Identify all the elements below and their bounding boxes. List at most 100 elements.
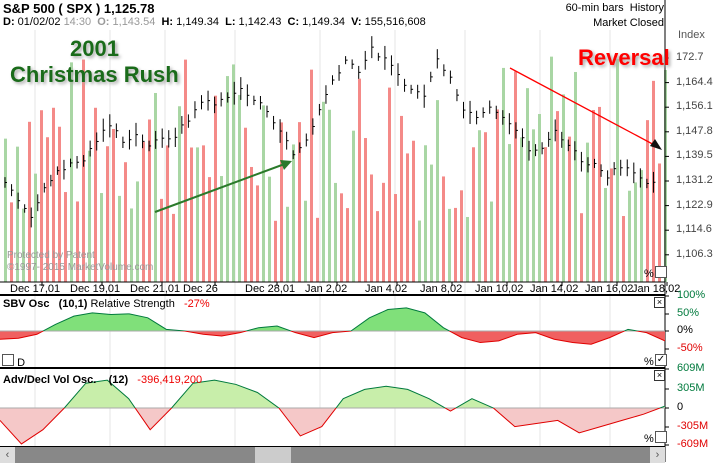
x-tick-label: Jan 2,02 [305,283,348,295]
x-tick-label: Dec 26 [183,283,218,295]
scroll-right-icon[interactable]: › [650,447,665,463]
y-tick-label: 1,122.9 [676,198,713,211]
volume-bar [580,213,583,282]
volume-bar [628,190,631,282]
horizontal-scrollbar[interactable]: ‹ › [0,446,665,463]
y-tick-label: 1,106.3 [676,247,713,260]
volume-bar [106,146,109,282]
sbv-pct-checkbox-checked[interactable]: ✓ [655,354,667,366]
sbv-close-icon[interactable]: × [654,297,665,308]
volume-bar [484,132,487,282]
trend-arrow-up-head [280,160,292,170]
volume-bar [166,145,169,282]
scroll-left-icon[interactable]: ‹ [0,447,15,463]
volume-bar [46,137,49,282]
volume-bar [34,173,37,282]
volume-bar [124,162,127,282]
bar-interval[interactable]: 60-min bars [565,2,624,14]
volume-bar [238,94,241,283]
volume-bar [244,127,247,282]
volume-bar [112,129,115,282]
close-value: 1,149.34 [302,16,345,28]
volume-bar [10,202,13,282]
x-tick-label: Jan 16,02 [585,283,634,295]
volume-bar [178,106,181,283]
watermark-patent: Protected by Patent [7,250,95,261]
adv-line-pos [63,379,665,408]
sbv-d-toggle[interactable]: D [2,354,25,369]
trend-arrow-up [154,161,291,213]
sbv-y-tick-label: 50% [677,307,700,319]
volume-bar [478,130,481,282]
volume-bar [70,62,73,283]
sbv-label: Relative Strength [90,298,175,310]
x-tick-label: Dec 21,01 [130,283,181,295]
volume-bar [490,201,493,282]
volume-bar [442,176,445,282]
volume-bar [94,107,97,282]
y-tick-label: 1,156.1 [676,100,713,113]
volume-bar [328,109,331,282]
volume-bar [148,119,151,282]
d-checkbox[interactable] [2,354,14,366]
main-pct-label: % [644,268,654,280]
volume-bar [352,130,355,282]
volume-bar [394,194,397,282]
volume-bar [616,58,619,282]
volume-bar [88,150,91,282]
volume-bar [184,59,187,282]
volume-bar [268,176,271,282]
sbv-y-tick-label: 100% [677,289,706,301]
volume-bar [538,114,541,282]
volume-bar [520,137,523,282]
volume-bar [634,182,637,282]
volume-bar [364,138,367,282]
volume-bar [526,88,529,282]
volume-bar [136,181,139,282]
volume-bar [100,193,103,282]
adv-title: Adv/Decl Vol Osc. [3,374,97,386]
volume-bar [586,142,589,282]
volume-bar [40,110,43,282]
volume-bar [376,211,379,282]
trend-arrow-down-head [650,139,662,150]
x-tick-label: Jan 18,02 [632,283,681,295]
x-tick-label: Dec 19,01 [70,283,121,295]
volume-bar [4,138,7,282]
annotation-title-1: 2001 [70,36,119,61]
volume-bar [292,144,295,282]
trend-arrow-down [509,67,661,149]
volume-bar [256,185,259,282]
volume-bar [640,170,643,282]
close-label: C: [287,16,300,28]
sbv-line-neg [0,331,665,345]
volume-bar [598,106,601,282]
adv-negative-area [0,408,665,444]
volume-bar [118,195,121,282]
volume-bar [418,220,421,282]
sbv-header: SBV Osc (10,1) Relative Strength -27% [3,298,210,310]
adv-close-icon[interactable]: × [654,370,665,381]
volume-bar [544,147,547,282]
volume-bar [82,59,85,282]
volume-bar [262,105,265,282]
main-pct-checkbox[interactable] [655,266,667,278]
volume-bar [508,144,511,282]
volume-bar [430,164,433,282]
volume-bar [658,163,661,282]
volume-bar [202,145,205,282]
volume-bar [226,76,229,282]
volume-bar [454,207,457,282]
volume-bar [406,153,409,282]
volume-bar [610,168,613,282]
market-status: Market Closed [593,17,664,29]
scroll-thumb[interactable] [255,447,291,463]
y-tick-label: 172.7 [676,51,704,63]
low-value: 1,142.43 [238,16,282,28]
volume-bar [382,182,385,282]
volume-bar [310,69,313,282]
adv-y-tick-label: 0 [677,401,684,413]
adv-pct-checkbox[interactable] [655,431,667,443]
history-link[interactable]: History [629,2,664,14]
